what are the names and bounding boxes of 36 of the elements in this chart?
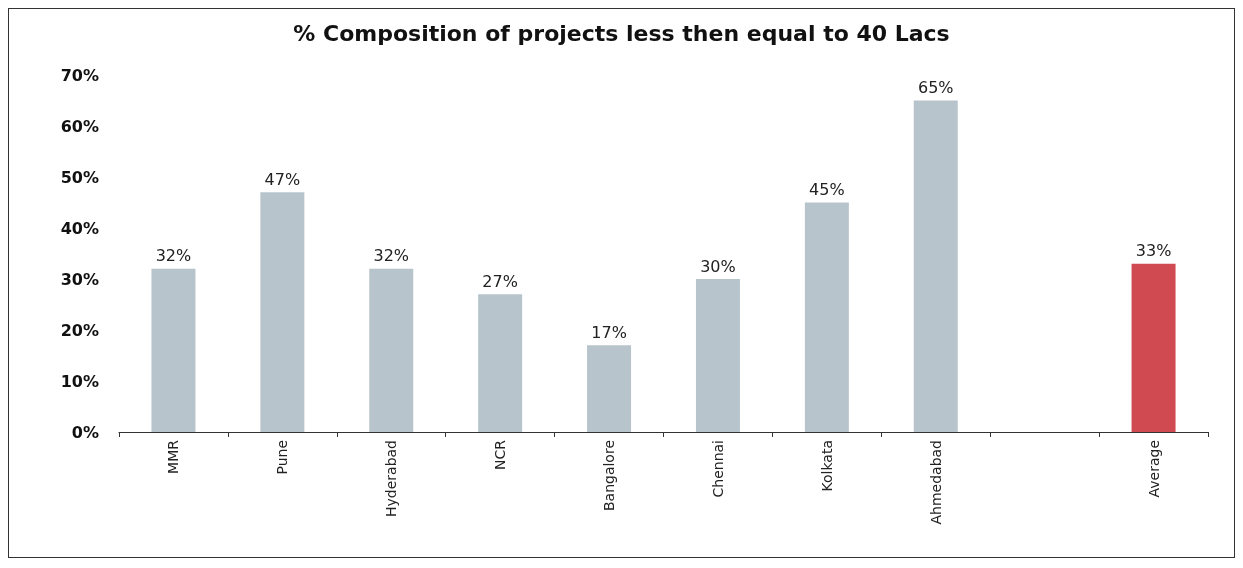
- bar: [913, 100, 958, 432]
- x-tick-label: Ahmedabad: [927, 440, 944, 525]
- y-tick-label: 0%: [71, 422, 99, 442]
- x-tick-label: Chennai: [709, 440, 726, 498]
- data-label: 32%: [373, 246, 410, 266]
- chart-title: % Composition of projects less then equal to 40 Lacs: [293, 20, 950, 46]
- bar: [804, 202, 849, 432]
- data-label: 17%: [591, 322, 627, 342]
- x-tick-label: Bangalore: [601, 440, 618, 512]
- bar: [369, 268, 414, 432]
- bar: [1131, 263, 1176, 432]
- data-label: 47%: [264, 169, 301, 189]
- x-tick-label: NCR: [492, 439, 509, 470]
- bar: [260, 192, 305, 432]
- x-tick-label: Kolkata: [818, 440, 835, 492]
- y-tick-label: 10%: [60, 371, 99, 391]
- x-tick-label: MMR: [165, 439, 182, 474]
- y-tick-label: 30%: [60, 269, 99, 289]
- data-label: 27%: [482, 271, 518, 291]
- x-tick-label: Average: [1145, 440, 1162, 498]
- data-label: 45%: [809, 180, 845, 199]
- data-label: 65%: [917, 78, 954, 97]
- bar: [478, 294, 523, 432]
- y-tick-label: 60%: [60, 116, 99, 136]
- bar: [587, 345, 632, 432]
- data-label: 30%: [700, 256, 736, 276]
- bar: [151, 268, 196, 432]
- x-tick-label: Hyderabad: [383, 440, 400, 517]
- x-tick-label: Pune: [274, 440, 291, 475]
- data-label: 32%: [155, 246, 192, 266]
- y-tick-label: 50%: [60, 167, 99, 187]
- y-tick-label: 70%: [60, 65, 99, 85]
- y-tick-label: 20%: [60, 320, 99, 340]
- data-label: 33%: [1135, 241, 1172, 261]
- y-tick-label: 40%: [60, 218, 99, 238]
- bar: [695, 279, 740, 432]
